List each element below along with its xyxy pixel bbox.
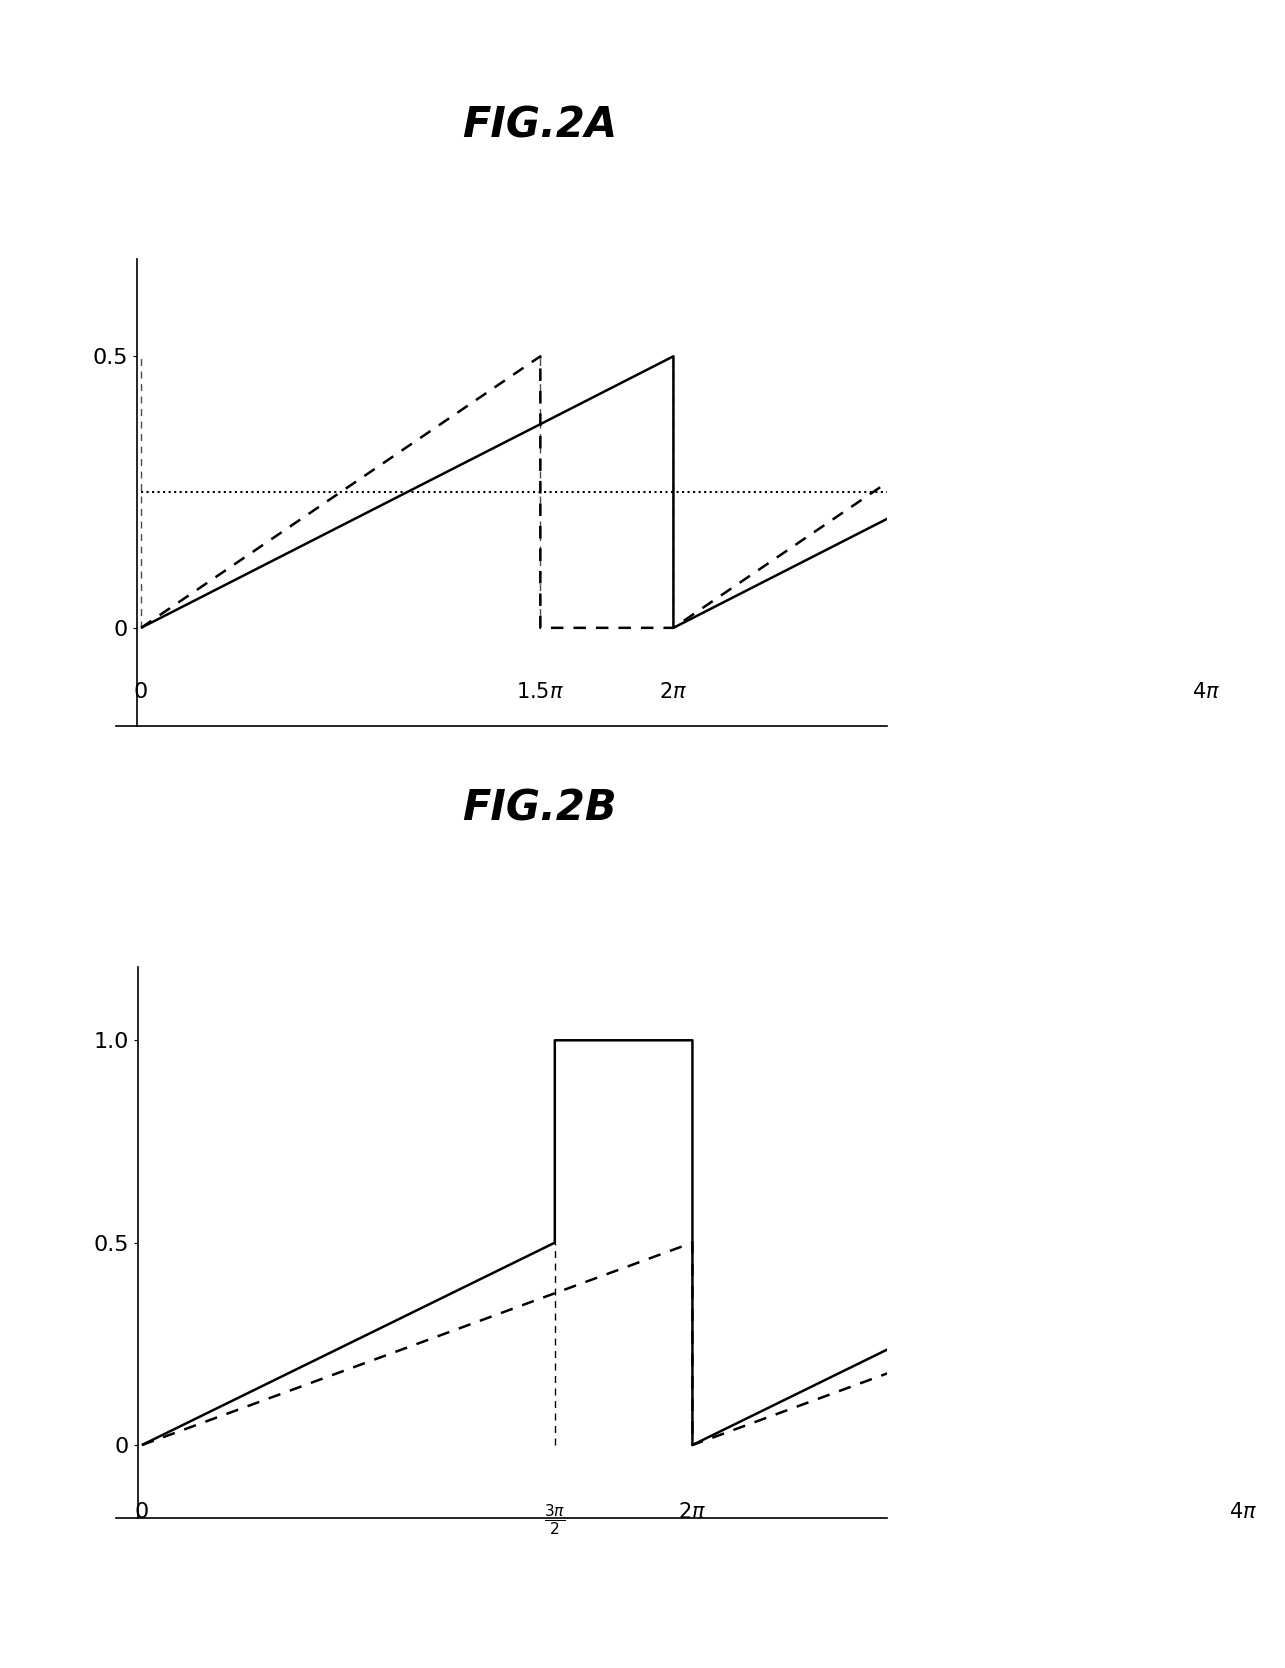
Text: FIG.2B: FIG.2B (463, 787, 617, 831)
Text: 0: 0 (134, 682, 148, 702)
Text: $1.5\pi$: $1.5\pi$ (517, 682, 564, 702)
Text: $\frac{3\pi}{2}$: $\frac{3\pi}{2}$ (544, 1501, 565, 1536)
Text: 0: 0 (135, 1501, 149, 1521)
Text: FIG.2A: FIG.2A (463, 103, 617, 147)
Text: $2\pi$: $2\pi$ (659, 682, 687, 702)
Text: $4\pi$: $4\pi$ (1228, 1501, 1257, 1521)
Text: $4\pi$: $4\pi$ (1191, 682, 1219, 702)
Text: $2\pi$: $2\pi$ (678, 1501, 707, 1521)
